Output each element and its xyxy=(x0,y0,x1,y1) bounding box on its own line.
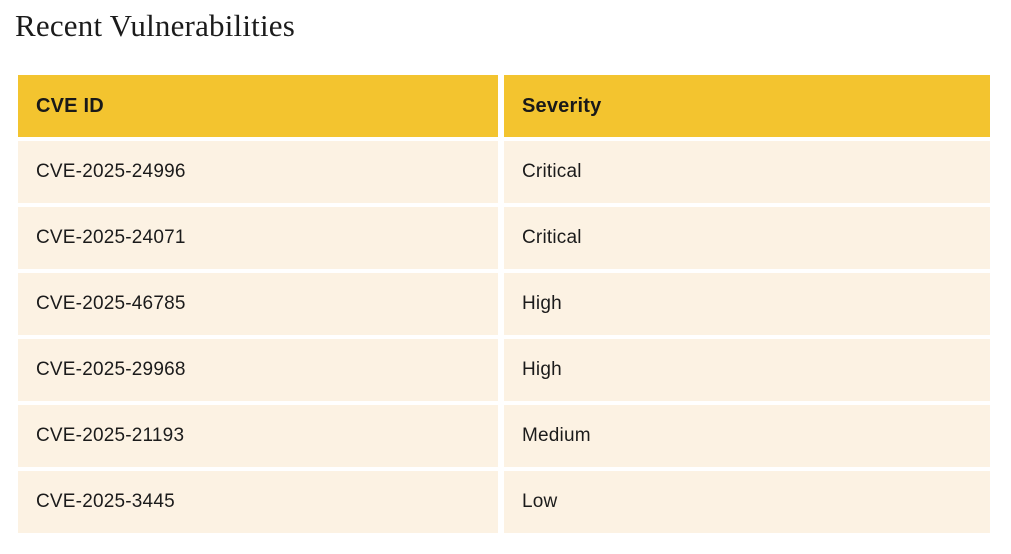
table-row: CVE-2025-24996 Critical xyxy=(18,141,990,203)
column-header-cve-id: CVE ID xyxy=(18,75,498,137)
cve-id-cell: CVE-2025-29968 xyxy=(18,339,498,401)
cve-id-cell: CVE-2025-24071 xyxy=(18,207,498,269)
table-row: CVE-2025-3445 Low xyxy=(18,471,990,533)
cve-id-cell: CVE-2025-3445 xyxy=(18,471,498,533)
severity-cell: High xyxy=(504,273,990,335)
column-header-severity: Severity xyxy=(504,75,990,137)
page-title: Recent Vulnerabilities xyxy=(15,8,296,43)
severity-cell: High xyxy=(504,339,990,401)
severity-cell: Medium xyxy=(504,405,990,467)
severity-cell: Critical xyxy=(504,141,990,203)
table-row: CVE-2025-29968 High xyxy=(18,339,990,401)
cve-id-cell: CVE-2025-46785 xyxy=(18,273,498,335)
table-row: CVE-2025-46785 High xyxy=(18,273,990,335)
vulnerabilities-table: CVE ID Severity CVE-2025-24996 Critical … xyxy=(18,75,990,533)
severity-cell: Low xyxy=(504,471,990,533)
table-header-row: CVE ID Severity xyxy=(18,75,990,137)
table-row: CVE-2025-21193 Medium xyxy=(18,405,990,467)
cve-id-cell: CVE-2025-24996 xyxy=(18,141,498,203)
table-row: CVE-2025-24071 Critical xyxy=(18,207,990,269)
severity-cell: Critical xyxy=(504,207,990,269)
cve-id-cell: CVE-2025-21193 xyxy=(18,405,498,467)
